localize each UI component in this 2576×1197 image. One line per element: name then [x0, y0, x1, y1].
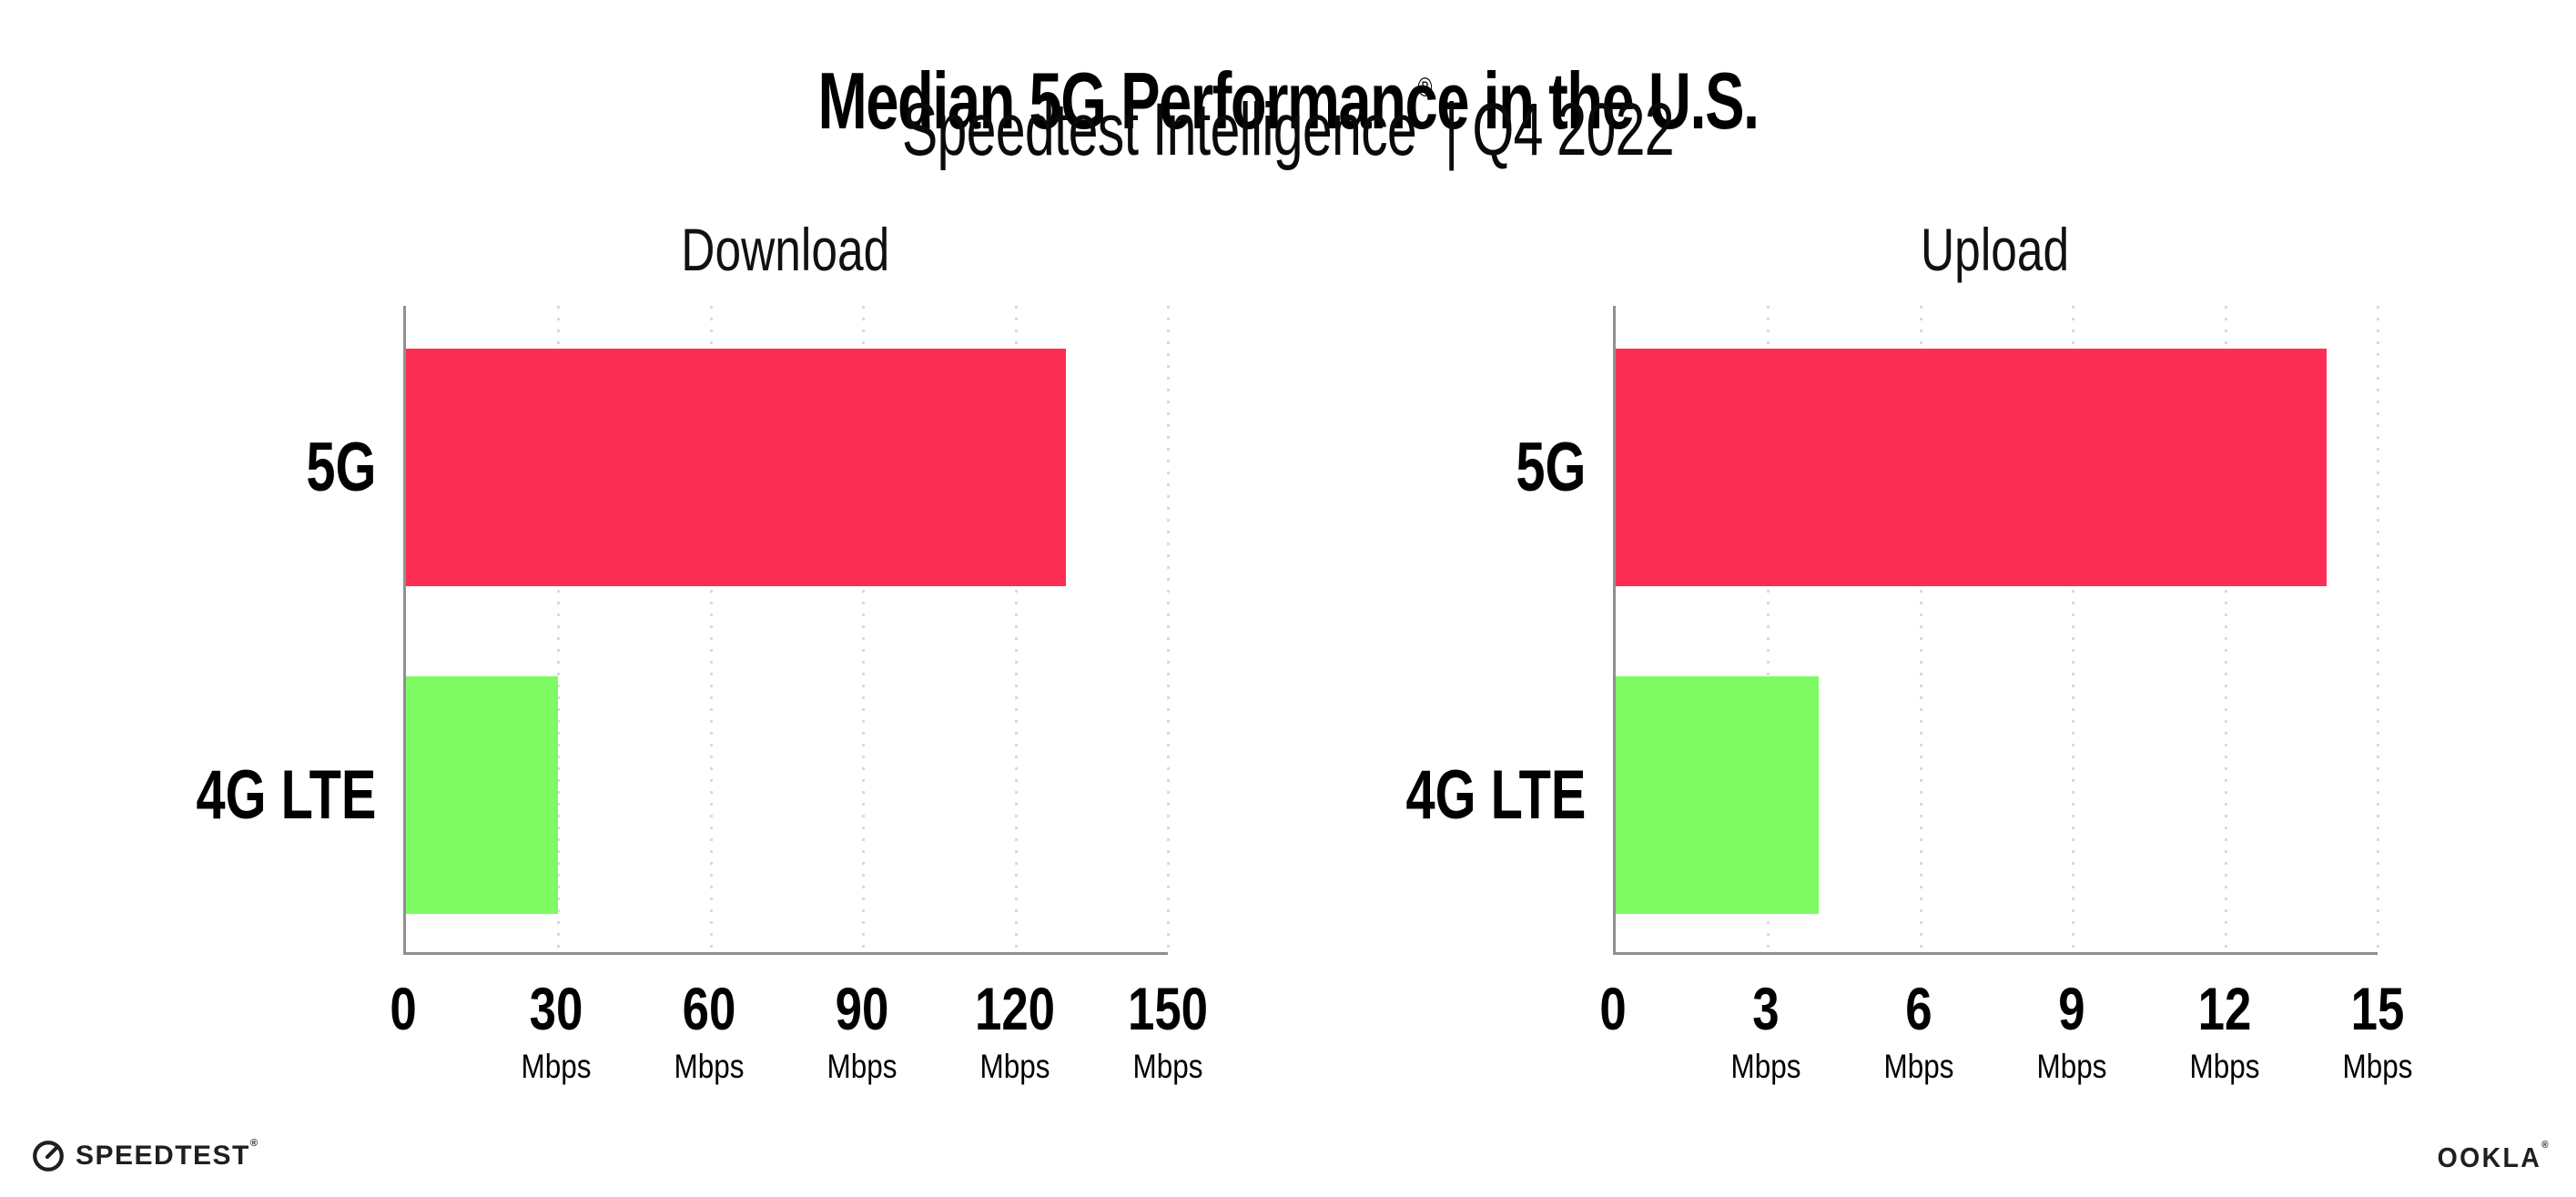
tick-value: 6 [1905, 975, 1932, 1042]
upload-gridline-15 [2377, 306, 2379, 952]
page-subtitle: Speedtest Intelligence® | Q4 2022 [0, 73, 2576, 173]
tick-value: 150 [1127, 975, 1209, 1042]
tick-unit: Mbps [1883, 1048, 1954, 1085]
download-x-tick-120: 120 Mbps [965, 955, 1065, 1083]
subtitle-brand: Speedtest Intelligence [902, 88, 1417, 171]
download-plot-area [403, 306, 1170, 955]
page-title-text: Median 5G Performance in the U.S. [817, 55, 1760, 146]
download-x-tick-0: 0 [387, 955, 421, 1039]
tick-unit: Mbps [521, 1048, 592, 1085]
tick-value: 3 [1752, 975, 1780, 1042]
upload-x-tick-0: 0 [1597, 955, 1630, 1039]
ookla-trademark-symbol: ® [2541, 1139, 2549, 1151]
download-x-tick-150: 150 Mbps [1118, 955, 1218, 1083]
download-gridline-120 [1014, 306, 1018, 952]
download-x-tick-60: 60 Mbps [668, 955, 750, 1083]
upload-bar-5g [1616, 349, 2328, 586]
tick-value: 60 [682, 975, 736, 1042]
download-gridline-30 [557, 306, 561, 952]
download-gridline-60 [709, 306, 713, 952]
upload-x-tick-3: 3 Mbps [1725, 955, 1807, 1083]
download-chart-panel: Download 0 30 Mbps 60 Mbps 90 Mbps 120 Mbps 150 Mb… [196, 216, 1208, 1083]
page-subtitle-text: Speedtest Intelligence® | Q4 2022 [902, 73, 1675, 173]
registered-trademark-symbol: ® [1417, 72, 1433, 103]
upload-plot-area [1613, 306, 2379, 955]
download-x-tick-90: 90 Mbps [821, 955, 903, 1083]
tick-value: 120 [974, 975, 1056, 1042]
download-category-label-4g-lte: 4G LTE [196, 756, 376, 834]
ookla-logo: OOKLA® [2428, 1139, 2549, 1173]
tick-unit: Mbps [674, 1048, 745, 1085]
tick-unit: Mbps [1132, 1048, 1203, 1085]
download-gridline-150 [1167, 306, 1170, 952]
tick-value: 12 [2197, 975, 2252, 1042]
page-title: Median 5G Performance in the U.S. [0, 55, 2576, 146]
tick-unit: Mbps [979, 1048, 1050, 1085]
tick-value: 30 [529, 975, 583, 1042]
tick-unit: Mbps [827, 1048, 898, 1085]
upload-x-tick-6: 6 Mbps [1878, 955, 1960, 1083]
speedtest-logo: SPEEDTEST® [31, 1139, 258, 1173]
upload-gridline-9 [2072, 306, 2075, 952]
speedtest-trademark-symbol: ® [249, 1138, 258, 1149]
speedtest-wordmark: SPEEDTEST® [76, 1138, 258, 1171]
upload-gridline-3 [1767, 306, 1770, 952]
tick-value: 0 [1599, 975, 1627, 1042]
upload-chart-title: Upload [1921, 216, 2070, 283]
tick-unit: Mbps [2342, 1048, 2413, 1085]
upload-chart-panel: Upload 0 3 Mbps 6 Mbps 9 Mbps 12 Mbps 15 Mbps 5G 4G … [1405, 216, 2412, 1083]
tick-unit: Mbps [1730, 1048, 1801, 1085]
upload-bar-4g-lte [1616, 676, 1820, 914]
upload-gridline-6 [1919, 306, 1922, 952]
ookla-wordmark: OOKLA® [2438, 1139, 2549, 1173]
tick-value: 90 [835, 975, 889, 1042]
tick-unit: Mbps [2036, 1048, 2107, 1085]
upload-category-label-5g: 5G [1515, 429, 1586, 506]
download-category-label-5g: 5G [305, 429, 376, 506]
tick-value: 0 [390, 975, 417, 1042]
tick-value: 9 [2058, 975, 2085, 1042]
download-gridline-90 [862, 306, 866, 952]
subtitle-period: | Q4 2022 [1445, 88, 1674, 171]
download-bar-4g-lte [406, 676, 559, 914]
tick-unit: Mbps [2189, 1048, 2260, 1085]
upload-x-tick-9: 9 Mbps [2031, 955, 2113, 1083]
tick-value: 15 [2350, 975, 2405, 1042]
upload-x-tick-12: 12 Mbps [2184, 955, 2266, 1083]
download-x-tick-30: 30 Mbps [515, 955, 597, 1083]
download-bar-5g [406, 349, 1067, 586]
upload-gridline-12 [2224, 306, 2227, 952]
upload-category-label-4g-lte: 4G LTE [1405, 756, 1586, 834]
gauge-icon [33, 1141, 64, 1172]
upload-x-tick-15: 15 Mbps [2337, 955, 2419, 1083]
download-chart-title: Download [681, 216, 890, 283]
